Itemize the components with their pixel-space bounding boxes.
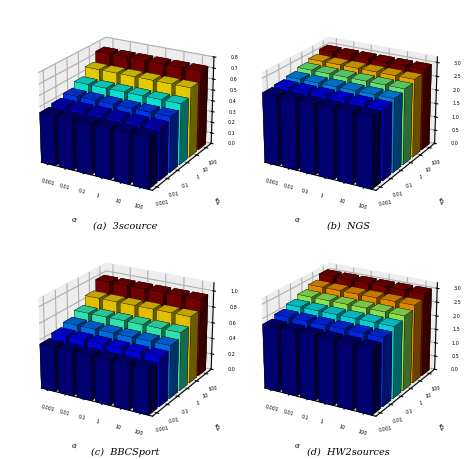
Title: (a)  3scource: (a) 3scource xyxy=(93,222,157,231)
Y-axis label: $\beta$: $\beta$ xyxy=(437,421,447,433)
X-axis label: $\alpha$: $\alpha$ xyxy=(293,215,301,224)
Title: (c)  BBCSport: (c) BBCSport xyxy=(91,448,159,457)
Title: (b)  NGS: (b) NGS xyxy=(327,222,370,231)
Y-axis label: $\beta$: $\beta$ xyxy=(437,196,447,207)
Title: (d)  HW2sources: (d) HW2sources xyxy=(307,448,390,457)
X-axis label: $\alpha$: $\alpha$ xyxy=(293,441,301,450)
X-axis label: $\alpha$: $\alpha$ xyxy=(70,215,78,224)
X-axis label: $\alpha$: $\alpha$ xyxy=(70,441,78,450)
Y-axis label: $\beta$: $\beta$ xyxy=(213,196,224,207)
Y-axis label: $\beta$: $\beta$ xyxy=(213,421,224,433)
